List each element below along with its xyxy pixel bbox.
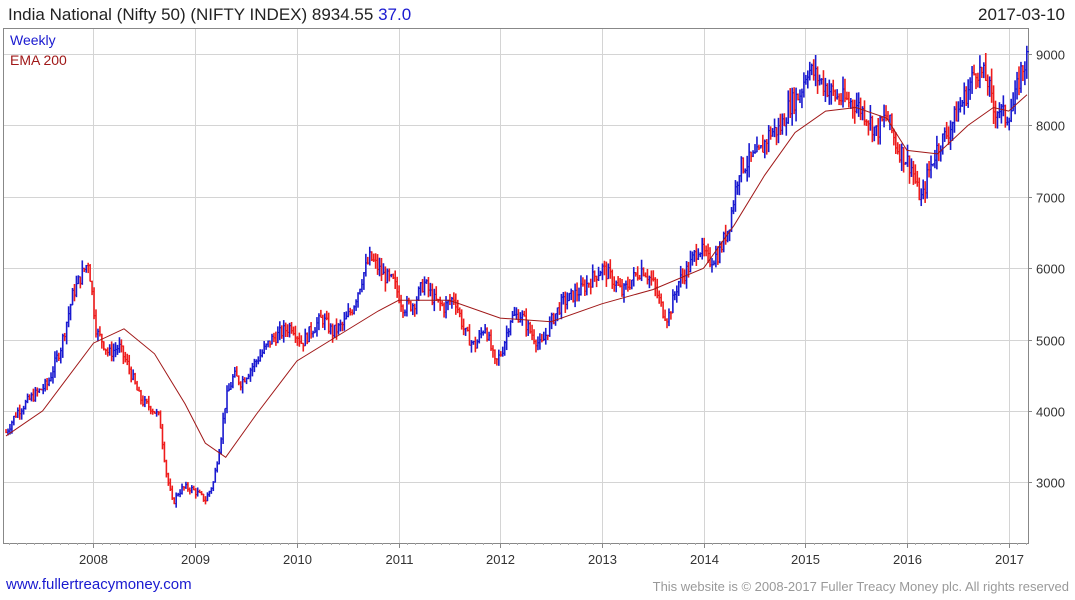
x-tick-label: 2017 <box>995 552 1024 567</box>
price-change: 37.0 <box>378 5 412 24</box>
x-tick-label: 2010 <box>283 552 312 567</box>
y-tick-label: 6000 <box>1036 262 1065 277</box>
site-link[interactable]: www.fullertreacymoney.com <box>6 576 192 593</box>
ema-200-line <box>5 94 1028 458</box>
legend-ema-200: EMA 200 <box>10 52 67 68</box>
y-tick-label: 4000 <box>1036 405 1065 420</box>
x-tick-label: 2015 <box>791 552 820 567</box>
chart-title: India National (Nifty 50) (NIFTY INDEX) … <box>8 5 411 25</box>
plot-frame <box>3 28 1029 544</box>
grid-layer <box>4 29 1028 543</box>
legend-weekly: Weekly <box>10 32 56 48</box>
y-tick-label: 9000 <box>1036 48 1065 63</box>
x-tick-label: 2012 <box>486 552 515 567</box>
x-tick-label: 2016 <box>893 552 922 567</box>
title-text: India National (Nifty 50) (NIFTY INDEX) … <box>8 5 374 24</box>
y-tick-label: 3000 <box>1036 476 1065 491</box>
x-tick-label: 2014 <box>690 552 719 567</box>
chart-date: 2017-03-10 <box>978 5 1065 24</box>
x-tick-label: 2013 <box>588 552 617 567</box>
axis-layer: 3000 4000 5000 6000 7000 8000 9000 2008 2009 2010… <box>9 48 1065 567</box>
copyright-notice: This website is © 2008-2017 Fuller Treac… <box>652 579 1069 594</box>
x-tick-label: 2008 <box>79 552 108 567</box>
y-tick-label: 5000 <box>1036 334 1065 349</box>
series-layer <box>5 45 1030 508</box>
y-tick-label: 8000 <box>1036 119 1065 134</box>
y-tick-label: 7000 <box>1036 191 1065 206</box>
x-tick-label: 2009 <box>181 552 210 567</box>
legend-layer: Weekly EMA 200 <box>10 32 67 68</box>
x-tick-label: 2011 <box>386 552 414 567</box>
